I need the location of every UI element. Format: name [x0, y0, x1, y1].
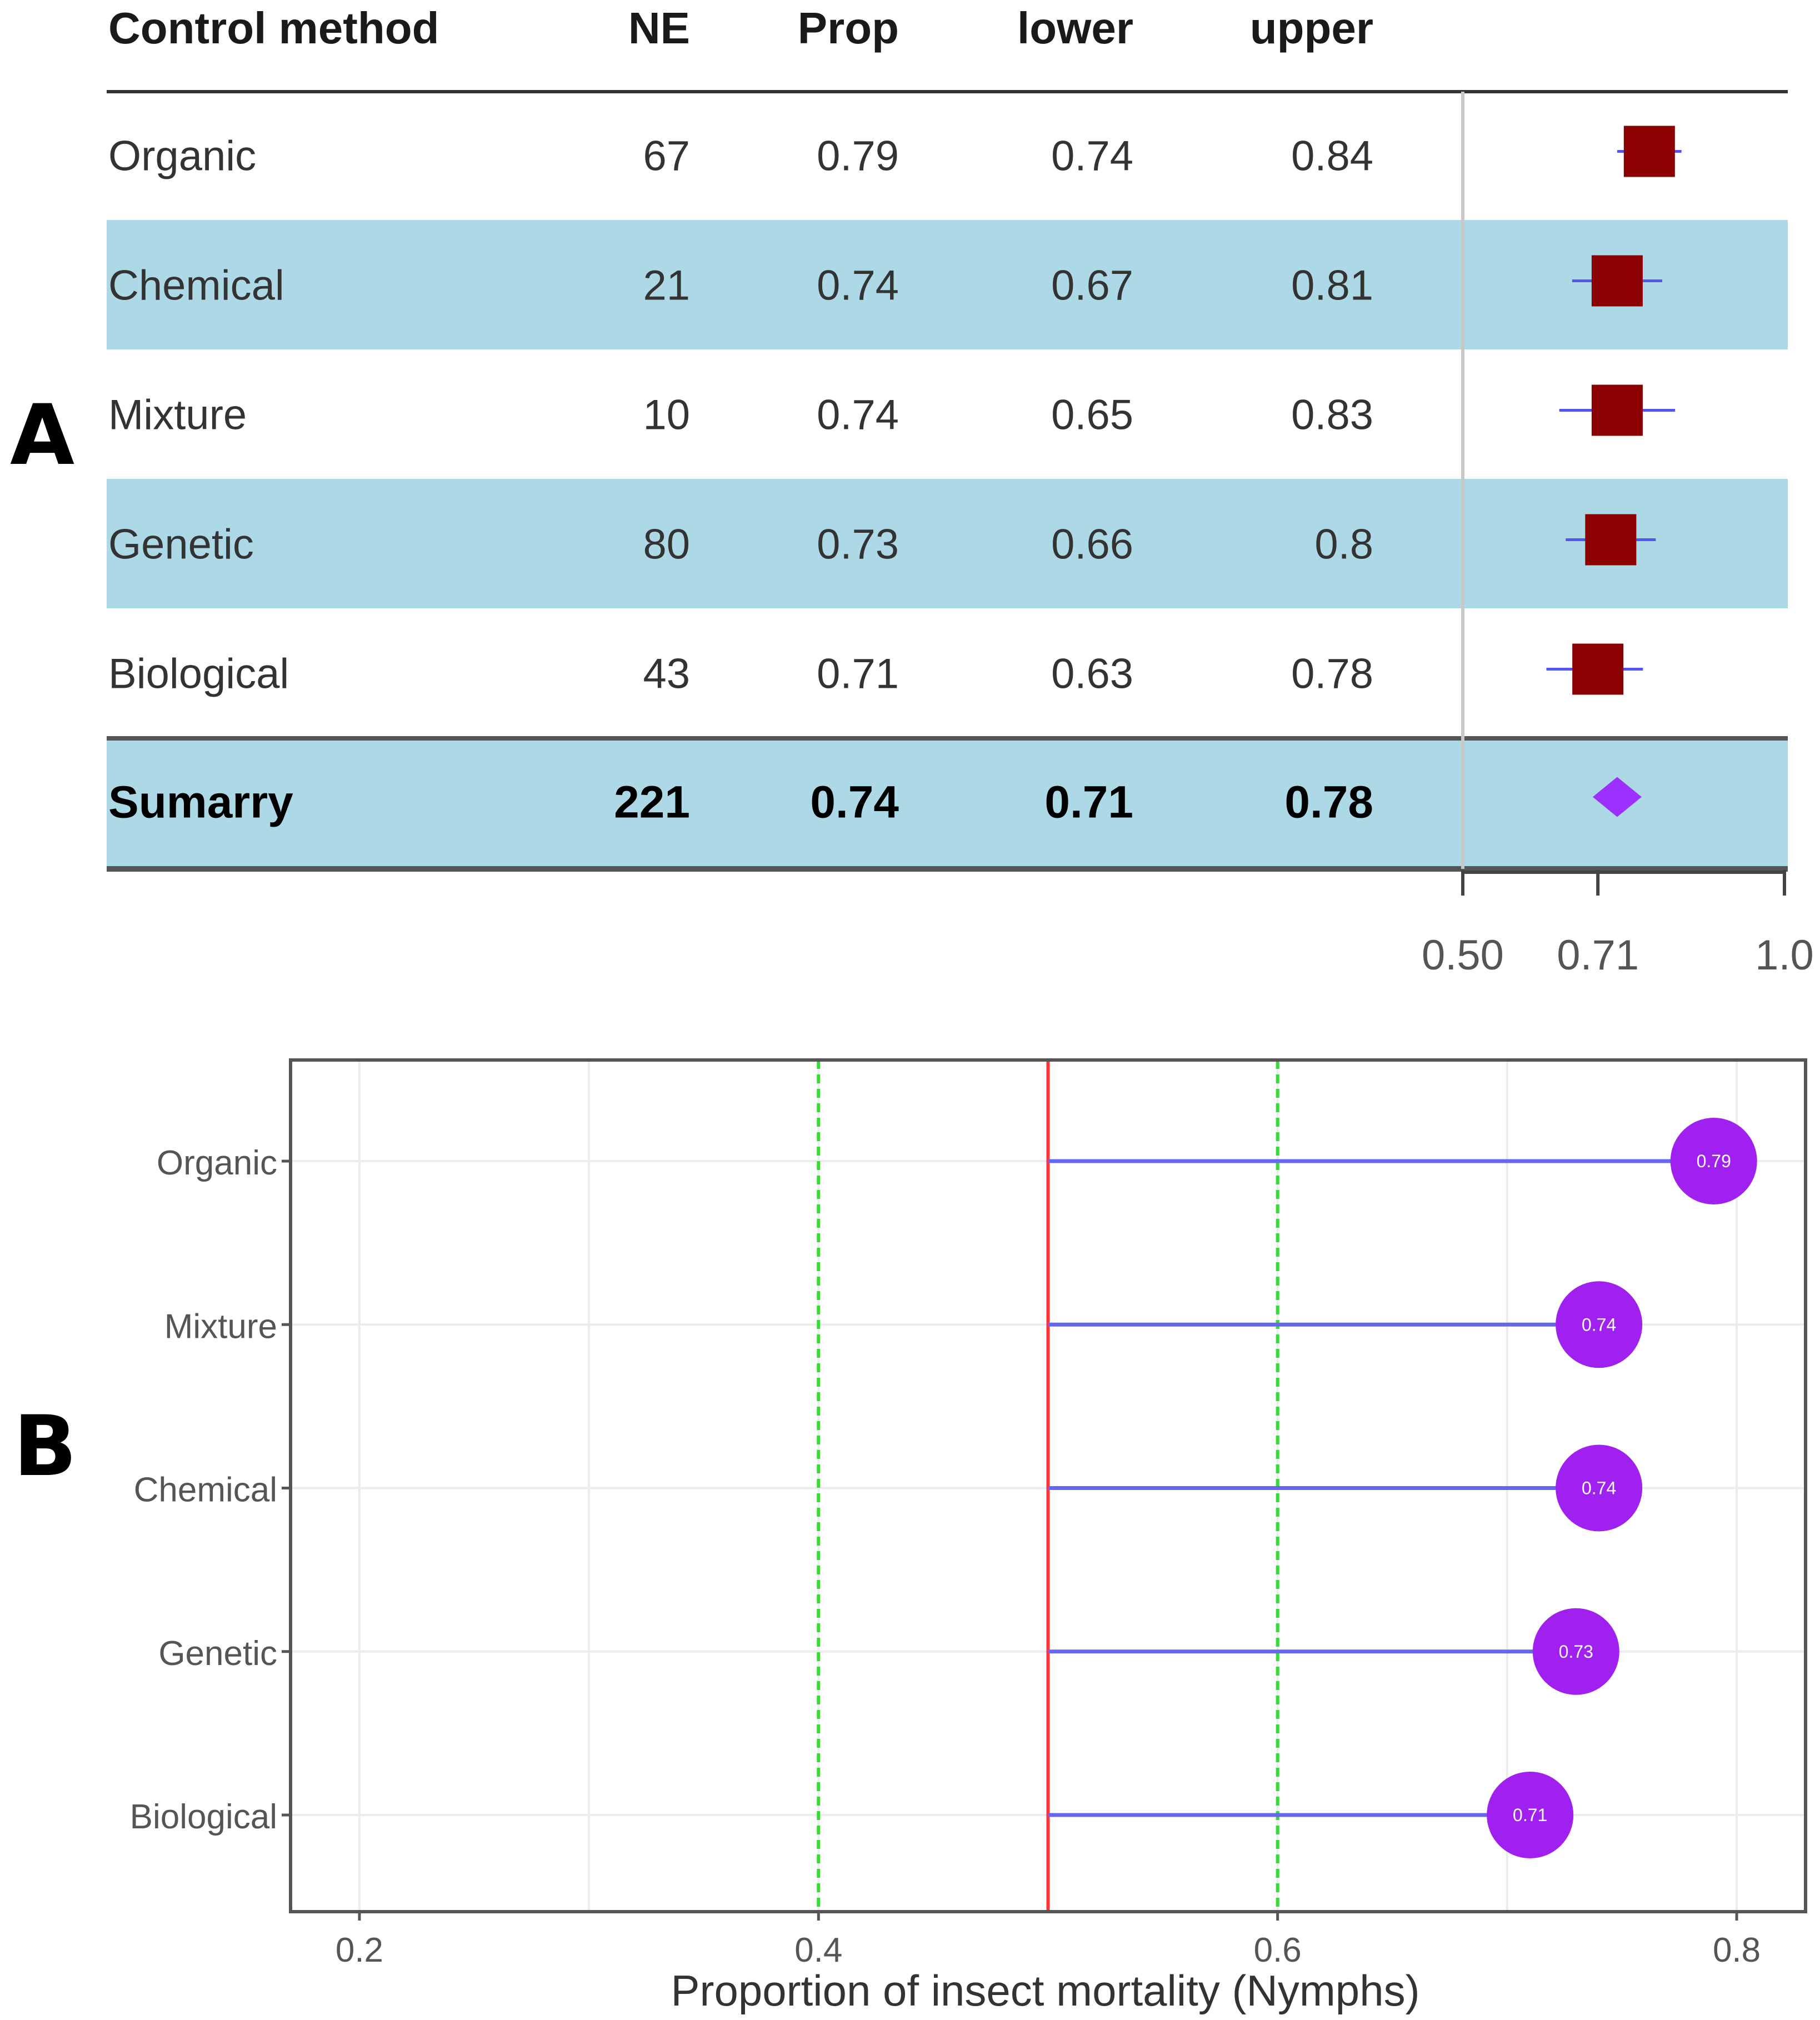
- column-header: upper: [1250, 3, 1373, 53]
- panel-label-a: A: [10, 387, 74, 484]
- table-cell: 0.74: [817, 392, 899, 439]
- table-cell: 0.73: [817, 521, 899, 568]
- y-tick-label: Organic: [157, 1144, 277, 1182]
- row-label: Genetic: [108, 521, 254, 568]
- lollipop-point: [1670, 1118, 1757, 1204]
- table-cell: 0.83: [1291, 392, 1373, 439]
- y-tick-label: Biological: [130, 1798, 277, 1836]
- table-cell: 0.8: [1314, 521, 1373, 568]
- estimate-marker: [1591, 255, 1643, 307]
- table-cell: 0.66: [1051, 521, 1133, 568]
- table-cell: 21: [643, 262, 690, 309]
- table-cell: 0.67: [1051, 262, 1133, 309]
- table-cell: 0.74: [1051, 133, 1133, 180]
- summary-diamond: [1592, 777, 1642, 817]
- forest-x-tick-label: 1.0: [1755, 932, 1814, 979]
- y-tick-label: Mixture: [164, 1307, 277, 1346]
- forest-x-tick-label: 0.50: [1422, 932, 1504, 979]
- estimate-marker: [1572, 643, 1624, 695]
- table-cell: 0.79: [817, 133, 899, 180]
- column-header: lower: [1017, 3, 1133, 53]
- estimate-marker: [1623, 126, 1675, 177]
- estimate-marker: [1585, 514, 1637, 566]
- x-tick-label: 0.2: [336, 1931, 383, 1969]
- table-cell: 10: [643, 392, 690, 439]
- lollipop-point: [1532, 1608, 1619, 1695]
- point-label: 0.79: [1697, 1151, 1731, 1171]
- lollipop-point: [1556, 1281, 1643, 1368]
- point-label: 0.71: [1513, 1805, 1547, 1825]
- column-header: Prop: [798, 3, 899, 53]
- point-label: 0.74: [1582, 1478, 1616, 1498]
- summary-label: Sumarry: [108, 777, 293, 828]
- column-header: Control method: [108, 3, 439, 53]
- x-tick-label: 0.8: [1713, 1931, 1761, 1969]
- table-cell: 0.84: [1291, 133, 1373, 180]
- table-cell: 43: [643, 651, 690, 698]
- x-axis-title: Proportion of insect mortality (Nymphs): [671, 1966, 1419, 2015]
- table-cell: 0.81: [1291, 262, 1373, 309]
- x-tick-label: 0.4: [794, 1931, 842, 1969]
- row-label: Chemical: [108, 262, 284, 309]
- table-cell: 0.71: [817, 651, 899, 698]
- summary-cell: 221: [614, 777, 690, 828]
- table-row-stripe: [107, 738, 1788, 867]
- row-label: Biological: [108, 651, 289, 698]
- summary-cell: 0.71: [1044, 777, 1133, 828]
- y-tick-label: Genetic: [158, 1634, 277, 1673]
- table-cell: 67: [643, 133, 690, 180]
- table-cell: 0.65: [1051, 392, 1133, 439]
- table-cell: 0.74: [817, 262, 899, 309]
- panel-label-b: B: [13, 1398, 77, 1495]
- summary-cell: 0.74: [810, 777, 899, 828]
- y-tick-label: Chemical: [134, 1471, 277, 1509]
- row-label: Mixture: [108, 392, 247, 439]
- row-label: Organic: [108, 133, 256, 180]
- table-row-stripe: [107, 479, 1788, 608]
- plot-border: [289, 1058, 1807, 1913]
- table-cell: 0.78: [1291, 651, 1373, 698]
- lollipop-point: [1556, 1444, 1643, 1532]
- estimate-marker: [1591, 384, 1643, 436]
- lollipop-point: [1487, 1772, 1574, 1858]
- summary-cell: 0.78: [1284, 777, 1373, 828]
- forest-x-tick-label: 0.71: [1557, 932, 1639, 979]
- point-label: 0.74: [1582, 1314, 1616, 1334]
- table-cell: 80: [643, 521, 690, 568]
- table-cell: 0.63: [1051, 651, 1133, 698]
- point-label: 0.73: [1559, 1642, 1593, 1662]
- table-row-stripe: [107, 220, 1788, 349]
- column-header: NE: [628, 3, 690, 53]
- x-tick-label: 0.6: [1254, 1931, 1302, 1969]
